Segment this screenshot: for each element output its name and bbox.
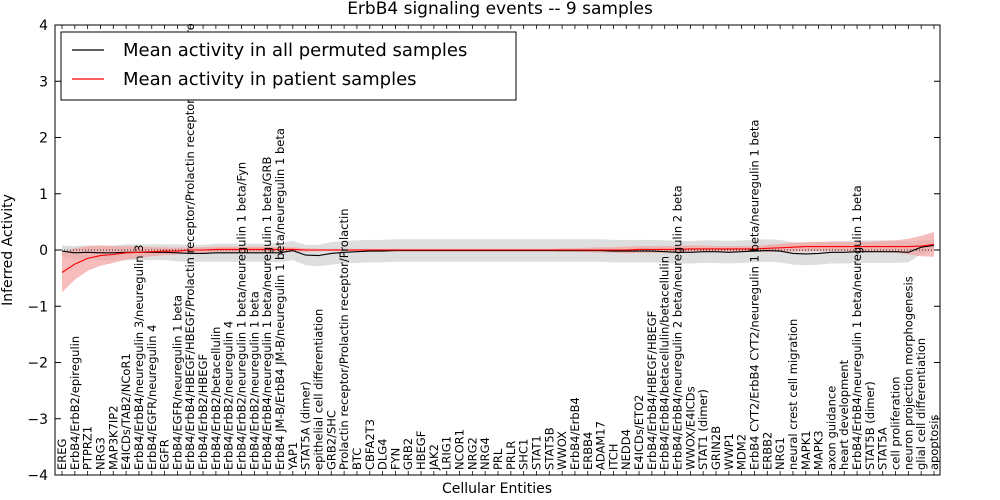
category-label: BTC <box>350 448 364 470</box>
category-label: ITCH <box>606 444 620 470</box>
category-label: ErbB4/EGFR/neuregulin 1 beta <box>170 295 184 470</box>
category-label: GRB2 <box>401 438 415 470</box>
category-label: ErbB4/ErbB4/betacellulin/betacellulin <box>658 256 672 470</box>
category-label: cell proliferation <box>889 376 903 470</box>
category-label: ERBB4 <box>581 432 595 470</box>
category-label: ErbB4/ErbB2/HBEGF <box>196 354 210 470</box>
category-label: ErbB4/ErbB4/neuregulin 3/neuregulin 3 <box>132 244 146 470</box>
legend: Mean activity in all permuted samples Me… <box>60 31 517 101</box>
category-label: PRL <box>491 448 505 470</box>
y-tick-label: 4 <box>39 18 48 34</box>
category-label: WWOX <box>555 431 569 470</box>
category-label: MAPK3 <box>812 430 826 470</box>
category-label: STAT1 <box>529 435 543 470</box>
line-series-0 <box>61 244 935 257</box>
y-tick-label: 0 <box>39 243 48 259</box>
category-label: ErbB4 JM-B/ErbB4 JM-B/neuregulin 1 beta/… <box>273 128 287 470</box>
category-label: apoptosis <box>927 415 941 470</box>
category-label: EREG <box>55 439 69 470</box>
series-lines <box>61 243 935 273</box>
category-label: JAK2 <box>427 444 441 471</box>
category-label: ErbB4/ErbB4/neuregulin 1 beta/neuregulin… <box>850 185 864 470</box>
category-label: neural crest cell migration <box>786 319 800 470</box>
y-tick-label: −3 <box>27 412 48 428</box>
category-label: NRG3 <box>93 437 107 470</box>
legend-label-patient: Mean activity in patient samples <box>123 69 417 90</box>
y-tick-label: 2 <box>39 131 48 147</box>
category-label: CBFA2T3 <box>363 419 377 470</box>
category-label: epithelial cell differentiation <box>311 309 325 470</box>
category-label: LRIG1 <box>440 436 454 470</box>
y-tick-label: 3 <box>39 74 48 90</box>
category-label: STAT5A (dimer) <box>299 381 313 470</box>
legend-box <box>60 31 517 101</box>
category-label: MAP3K7IP2 <box>106 405 120 470</box>
category-label: NRG4 <box>478 437 492 470</box>
category-label: ErbB4/ErbB4 <box>568 397 582 470</box>
category-label: STAT1 (dimer) <box>696 389 710 470</box>
x-axis-ticks <box>61 25 935 475</box>
category-labels: EREGErbB4/ErbB2/epiregulinPTPRZ1NRG3MAP3… <box>55 23 941 471</box>
legend-label-permuted: Mean activity in all permuted samples <box>123 40 467 61</box>
category-label: PRLR <box>504 441 518 470</box>
category-label: STAT5B (dimer) <box>863 381 877 470</box>
category-label: MDM2 <box>735 434 749 470</box>
category-label: Prolactin receptor/Prolactin receptor/Pr… <box>337 208 351 470</box>
category-label: YAP1 <box>286 442 300 471</box>
category-label: heart development <box>837 359 851 470</box>
line-series-1 <box>61 243 935 273</box>
y-axis-title: Inferred Activity <box>0 194 16 306</box>
category-label: glial cell differentiation <box>914 338 928 470</box>
category-label: E4ICDs/TAB2/NCoR1 <box>119 353 133 470</box>
category-label: ErbB4/ErbB2/epiregulin <box>68 336 82 470</box>
category-label: NRG2 <box>465 437 479 470</box>
category-label: NCOR1 <box>453 429 467 470</box>
chart-title: ErbB4 signaling events -- 9 samples <box>347 0 653 19</box>
y-tick-label: 1 <box>39 187 48 203</box>
x-axis-title: Cellular Entities <box>442 481 552 497</box>
category-label: axon guidance <box>824 386 838 470</box>
y-axis: −4 −3 −2 −1 0 1 2 3 4 <box>27 18 940 484</box>
category-label: WWOX/E4ICDs <box>683 386 697 470</box>
category-label: ErbB4/ErbB4/neuregulin 2 beta/neuregulin… <box>671 185 685 470</box>
y-tick-label: −1 <box>27 299 48 315</box>
category-label: ErbB4/ErbB2/neuregulin 1 beta/neuregulin… <box>235 162 249 470</box>
category-label: GRIN2B <box>709 426 723 470</box>
category-label: DLG4 <box>376 439 390 471</box>
category-label: EGFR <box>158 439 172 470</box>
category-label: ErbB4/ErbB4/HBEGF/HBEGF/Prolactin recept… <box>183 23 197 470</box>
category-label: STAT5A <box>876 427 890 470</box>
category-label: HBEGF <box>414 431 428 470</box>
category-label: ErbB4/ErbB2/betacellulin <box>209 327 223 470</box>
band-series-1 <box>62 232 934 293</box>
category-label: ErbB4/ErbB4/neuregulin 1 beta/neuregulin… <box>260 157 274 470</box>
category-label: WWP1 <box>722 433 736 470</box>
category-label: STAT5B <box>542 427 556 470</box>
category-label: ErbB4/ErbB4/HBEGF/HBEGF <box>645 311 659 470</box>
category-label: neuron projection morphogenesis <box>901 276 915 470</box>
confidence-bands <box>62 232 934 293</box>
category-label: SHC1 <box>517 439 531 470</box>
category-label: E4ICDs/ETO2 <box>632 395 646 470</box>
category-label: ErbB4/ErbB2/neuregulin 1 beta <box>247 291 261 470</box>
category-label: FYN <box>388 448 402 470</box>
category-label: ErbB4/ErbB2/neuregulin 4 <box>222 321 236 470</box>
category-label: ErbB4 CYT2/ErbB4 CYT2/neuregulin 1 beta/… <box>747 120 761 470</box>
y-tick-label: −2 <box>27 356 48 372</box>
category-label: ErbB4/EGFR/neuregulin 4 <box>145 325 159 470</box>
category-label: ERBB2 <box>760 432 774 470</box>
category-label: PTPRZ1 <box>81 426 95 470</box>
category-label: NEDD4 <box>619 429 633 470</box>
category-label: ADAM17 <box>594 421 608 470</box>
category-label: NRG1 <box>773 437 787 470</box>
category-label: GRB2/SHC <box>324 410 338 470</box>
band-series-0 <box>62 239 934 267</box>
y-tick-label: −4 <box>27 468 48 484</box>
category-label: MAPK1 <box>799 430 813 470</box>
